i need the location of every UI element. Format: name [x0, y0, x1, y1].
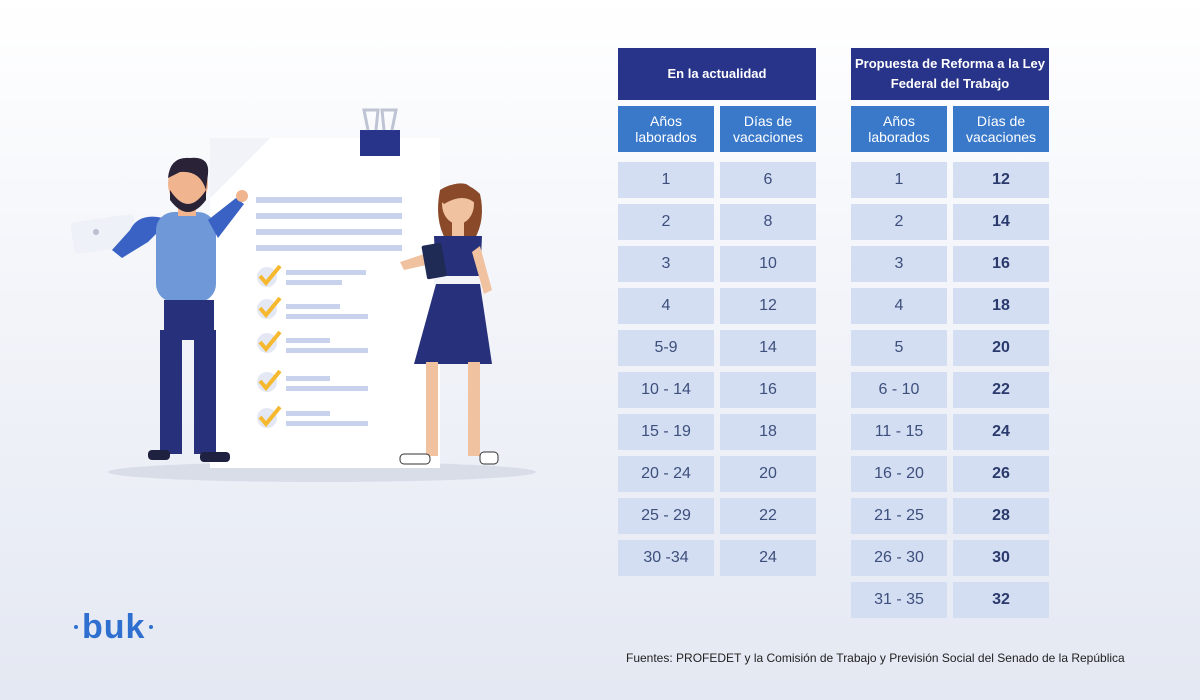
table-row: 21 - 25 28 — [851, 498, 1049, 534]
table-row: 2 14 — [851, 204, 1049, 240]
days-cell: 20 — [720, 456, 816, 492]
checklist-illustration — [70, 108, 536, 482]
years-cell: 3 — [851, 246, 947, 282]
days-cell: 26 — [953, 456, 1049, 492]
years-cell: 6 - 10 — [851, 372, 947, 408]
table-row: 26 - 30 30 — [851, 540, 1049, 576]
man-figure — [70, 157, 248, 462]
days-cell: 22 — [720, 498, 816, 534]
sources-footnote: Fuentes: PROFEDET y la Comisión de Traba… — [626, 651, 1125, 665]
years-cell: 26 - 30 — [851, 540, 947, 576]
days-cell: 16 — [720, 372, 816, 408]
table-row: 5-9 14 — [618, 330, 816, 366]
table-row: 20 - 24 20 — [618, 456, 816, 492]
years-cell: 20 - 24 — [618, 456, 714, 492]
logo-dot-right — [149, 625, 154, 629]
years-cell: 16 - 20 — [851, 456, 947, 492]
buk-logo: buk — [70, 605, 157, 649]
table-row: 4 12 — [618, 288, 816, 324]
current-table-rows: 1 6 2 8 3 10 4 12 5-9 14 10 - 14 16 15 - 19 18 20 - 24… — [618, 162, 816, 576]
days-cell: 28 — [953, 498, 1049, 534]
table-row: 6 - 10 22 — [851, 372, 1049, 408]
years-cell: 1 — [851, 162, 947, 198]
table-row: 15 - 19 18 — [618, 414, 816, 450]
proposal-table: Propuesta de Reforma a la Ley Federal de… — [851, 48, 1049, 624]
years-cell: 2 — [851, 204, 947, 240]
days-cell: 22 — [953, 372, 1049, 408]
days-cell: 12 — [720, 288, 816, 324]
years-cell: 15 - 19 — [618, 414, 714, 450]
table-row: 10 - 14 16 — [618, 372, 816, 408]
table-row: 3 10 — [618, 246, 816, 282]
proposal-table-rows: 1 12 2 14 3 16 4 18 5 20 6 - 10 22 11 - 15 24 16 - 20 2… — [851, 162, 1049, 618]
checklist-paper — [210, 138, 440, 468]
days-cell: 8 — [720, 204, 816, 240]
table-row: 25 - 29 22 — [618, 498, 816, 534]
table-row: 5 20 — [851, 330, 1049, 366]
days-cell: 20 — [953, 330, 1049, 366]
table-row: 16 - 20 26 — [851, 456, 1049, 492]
current-table: En la actualidad Años laborados Días de … — [618, 48, 816, 582]
days-cell: 30 — [953, 540, 1049, 576]
table-row: 11 - 15 24 — [851, 414, 1049, 450]
table-row: 30 -34 24 — [618, 540, 816, 576]
days-cell: 10 — [720, 246, 816, 282]
header-years: Años laborados — [618, 106, 714, 152]
days-cell: 18 — [953, 288, 1049, 324]
years-cell: 11 - 15 — [851, 414, 947, 450]
days-cell: 32 — [953, 582, 1049, 618]
years-cell: 25 - 29 — [618, 498, 714, 534]
days-cell: 24 — [720, 540, 816, 576]
years-cell: 10 - 14 — [618, 372, 714, 408]
proposal-table-header: Años laborados Días de vacaciones — [851, 106, 1049, 152]
days-cell: 18 — [720, 414, 816, 450]
current-table-title: En la actualidad — [618, 48, 816, 100]
header-years: Años laborados — [851, 106, 947, 152]
years-cell: 30 -34 — [618, 540, 714, 576]
header-days: Días de vacaciones — [720, 106, 816, 152]
days-cell: 16 — [953, 246, 1049, 282]
years-cell: 4 — [618, 288, 714, 324]
logo-text: buk — [82, 607, 146, 646]
years-cell: 2 — [618, 204, 714, 240]
years-cell: 5 — [851, 330, 947, 366]
days-cell: 14 — [953, 204, 1049, 240]
years-cell: 31 - 35 — [851, 582, 947, 618]
table-row: 1 12 — [851, 162, 1049, 198]
days-cell: 12 — [953, 162, 1049, 198]
days-cell: 6 — [720, 162, 816, 198]
years-cell: 3 — [618, 246, 714, 282]
illustration — [60, 100, 560, 490]
years-cell: 4 — [851, 288, 947, 324]
days-cell: 24 — [953, 414, 1049, 450]
binder-clip-icon — [360, 130, 400, 156]
check-item-icons — [257, 264, 368, 428]
days-cell: 14 — [720, 330, 816, 366]
table-row: 3 16 — [851, 246, 1049, 282]
woman-figure — [399, 183, 499, 465]
table-row: 4 18 — [851, 288, 1049, 324]
years-cell: 1 — [618, 162, 714, 198]
proposal-table-title: Propuesta de Reforma a la Ley Federal de… — [851, 48, 1049, 100]
header-days: Días de vacaciones — [953, 106, 1049, 152]
logo-dot-left — [74, 625, 78, 629]
table-row: 31 - 35 32 — [851, 582, 1049, 618]
years-cell: 21 - 25 — [851, 498, 947, 534]
current-table-header: Años laborados Días de vacaciones — [618, 106, 816, 152]
years-cell: 5-9 — [618, 330, 714, 366]
